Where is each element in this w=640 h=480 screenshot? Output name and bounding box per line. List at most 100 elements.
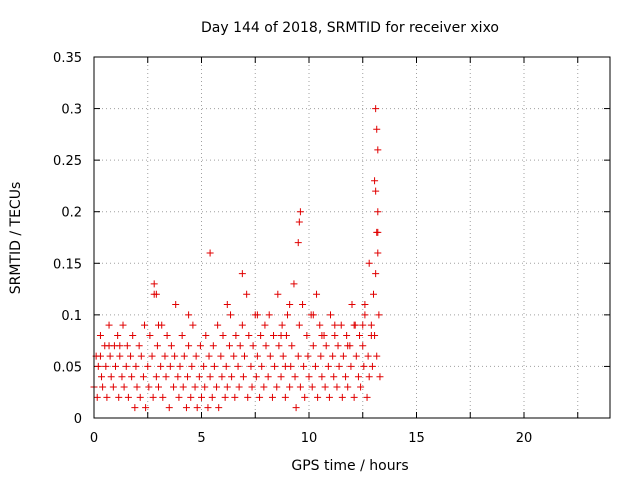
data-point-marker <box>291 373 299 381</box>
data-point-marker <box>105 342 113 350</box>
data-point-marker <box>286 383 294 391</box>
data-point-marker <box>214 321 222 329</box>
data-point-marker <box>372 187 380 195</box>
data-point-marker <box>248 383 256 391</box>
data-point-marker <box>360 362 368 370</box>
data-point-marker <box>370 290 377 298</box>
data-point-marker <box>109 383 117 391</box>
data-point-marker <box>179 383 187 391</box>
data-point-marker <box>115 393 123 401</box>
data-point-marker <box>182 404 190 412</box>
data-point-marker <box>374 249 382 257</box>
data-point-marker <box>314 393 322 401</box>
data-point-marker <box>252 373 260 381</box>
data-point-marker <box>318 331 326 339</box>
data-point-marker <box>201 383 209 391</box>
data-point-marker <box>359 321 367 329</box>
data-point-marker <box>300 362 308 370</box>
data-point-marker <box>174 373 182 381</box>
y-tick-label: 0.15 <box>53 257 82 272</box>
data-point-marker <box>273 383 281 391</box>
data-point-marker <box>107 373 115 381</box>
data-point-marker <box>187 393 195 401</box>
data-point-marker <box>331 321 339 329</box>
data-point-marker <box>146 331 154 339</box>
data-point-marker <box>322 342 330 350</box>
data-point-marker <box>334 342 342 350</box>
x-tick-label: 10 <box>301 431 318 446</box>
data-point-marker <box>331 331 339 339</box>
data-point-marker <box>122 362 130 370</box>
data-point-marker <box>192 352 200 360</box>
data-point-marker <box>135 342 143 350</box>
data-point-marker <box>196 342 204 350</box>
data-point-marker <box>139 373 147 381</box>
data-point-marker <box>339 352 347 360</box>
data-point-marker <box>374 146 382 154</box>
data-point-marker <box>321 383 329 391</box>
data-point-marker <box>327 311 334 319</box>
data-point-marker <box>96 331 104 339</box>
data-point-marker <box>221 393 229 401</box>
data-point-marker <box>236 342 244 350</box>
data-point-marker <box>114 331 122 339</box>
data-point-marker <box>361 311 369 319</box>
plot-frame <box>93 56 611 419</box>
data-point-marker <box>260 383 268 391</box>
data-point-marker <box>225 342 233 350</box>
data-point-marker <box>191 383 199 391</box>
data-point-marker <box>155 383 162 391</box>
data-point-marker <box>257 331 265 339</box>
data-point-marker <box>227 311 235 319</box>
data-point-marker <box>93 393 101 401</box>
data-point-marker <box>261 321 269 329</box>
data-point-marker <box>141 321 149 329</box>
data-point-marker <box>119 321 127 329</box>
data-point-marker <box>365 373 373 381</box>
data-point-marker <box>103 393 111 401</box>
data-point-marker <box>133 383 141 391</box>
data-point-marker <box>329 352 337 360</box>
data-point-marker <box>239 373 247 381</box>
data-point-marker <box>172 301 180 309</box>
data-point-marker <box>213 383 221 391</box>
data-point-marker <box>195 373 203 381</box>
data-point-marker <box>120 383 128 391</box>
data-point-marker <box>106 352 114 360</box>
data-point-marker <box>270 331 278 339</box>
data-point-marker <box>238 270 246 278</box>
data-point-marker <box>338 393 346 401</box>
data-point-marker <box>253 311 261 319</box>
data-point-marker <box>219 331 227 339</box>
data-point-marker <box>230 352 238 360</box>
data-point-marker <box>344 383 352 391</box>
data-point-marker <box>354 373 362 381</box>
x-tick-label: 5 <box>197 431 205 446</box>
data-point-marker <box>166 362 174 370</box>
chart-title: Day 144 of 2018, SRMTID for receiver xix… <box>201 20 499 36</box>
data-point-marker <box>299 301 307 309</box>
data-point-marker <box>145 383 153 391</box>
data-point-marker <box>148 352 156 360</box>
data-point-marker <box>316 321 324 329</box>
data-point-marker <box>367 321 375 329</box>
y-axis-label: SRMTID / TECUs <box>8 182 24 295</box>
data-point-marker <box>210 362 218 370</box>
data-point-marker <box>264 373 272 381</box>
data-point-marker <box>335 362 343 370</box>
data-point-marker <box>253 352 261 360</box>
data-point-marker <box>176 362 184 370</box>
x-axis-label: GPS time / hours <box>291 458 408 474</box>
data-point-marker <box>193 404 201 412</box>
data-point-marker <box>217 352 225 360</box>
data-point-marker <box>132 362 140 370</box>
data-point-marker <box>124 393 132 401</box>
data-point-marker <box>313 290 321 298</box>
data-point-marker <box>167 342 175 350</box>
data-point-marker <box>223 301 231 309</box>
data-point-marker <box>245 331 253 339</box>
data-point-marker <box>352 352 360 360</box>
data-point-marker <box>129 331 137 339</box>
data-point-marker <box>153 342 161 350</box>
